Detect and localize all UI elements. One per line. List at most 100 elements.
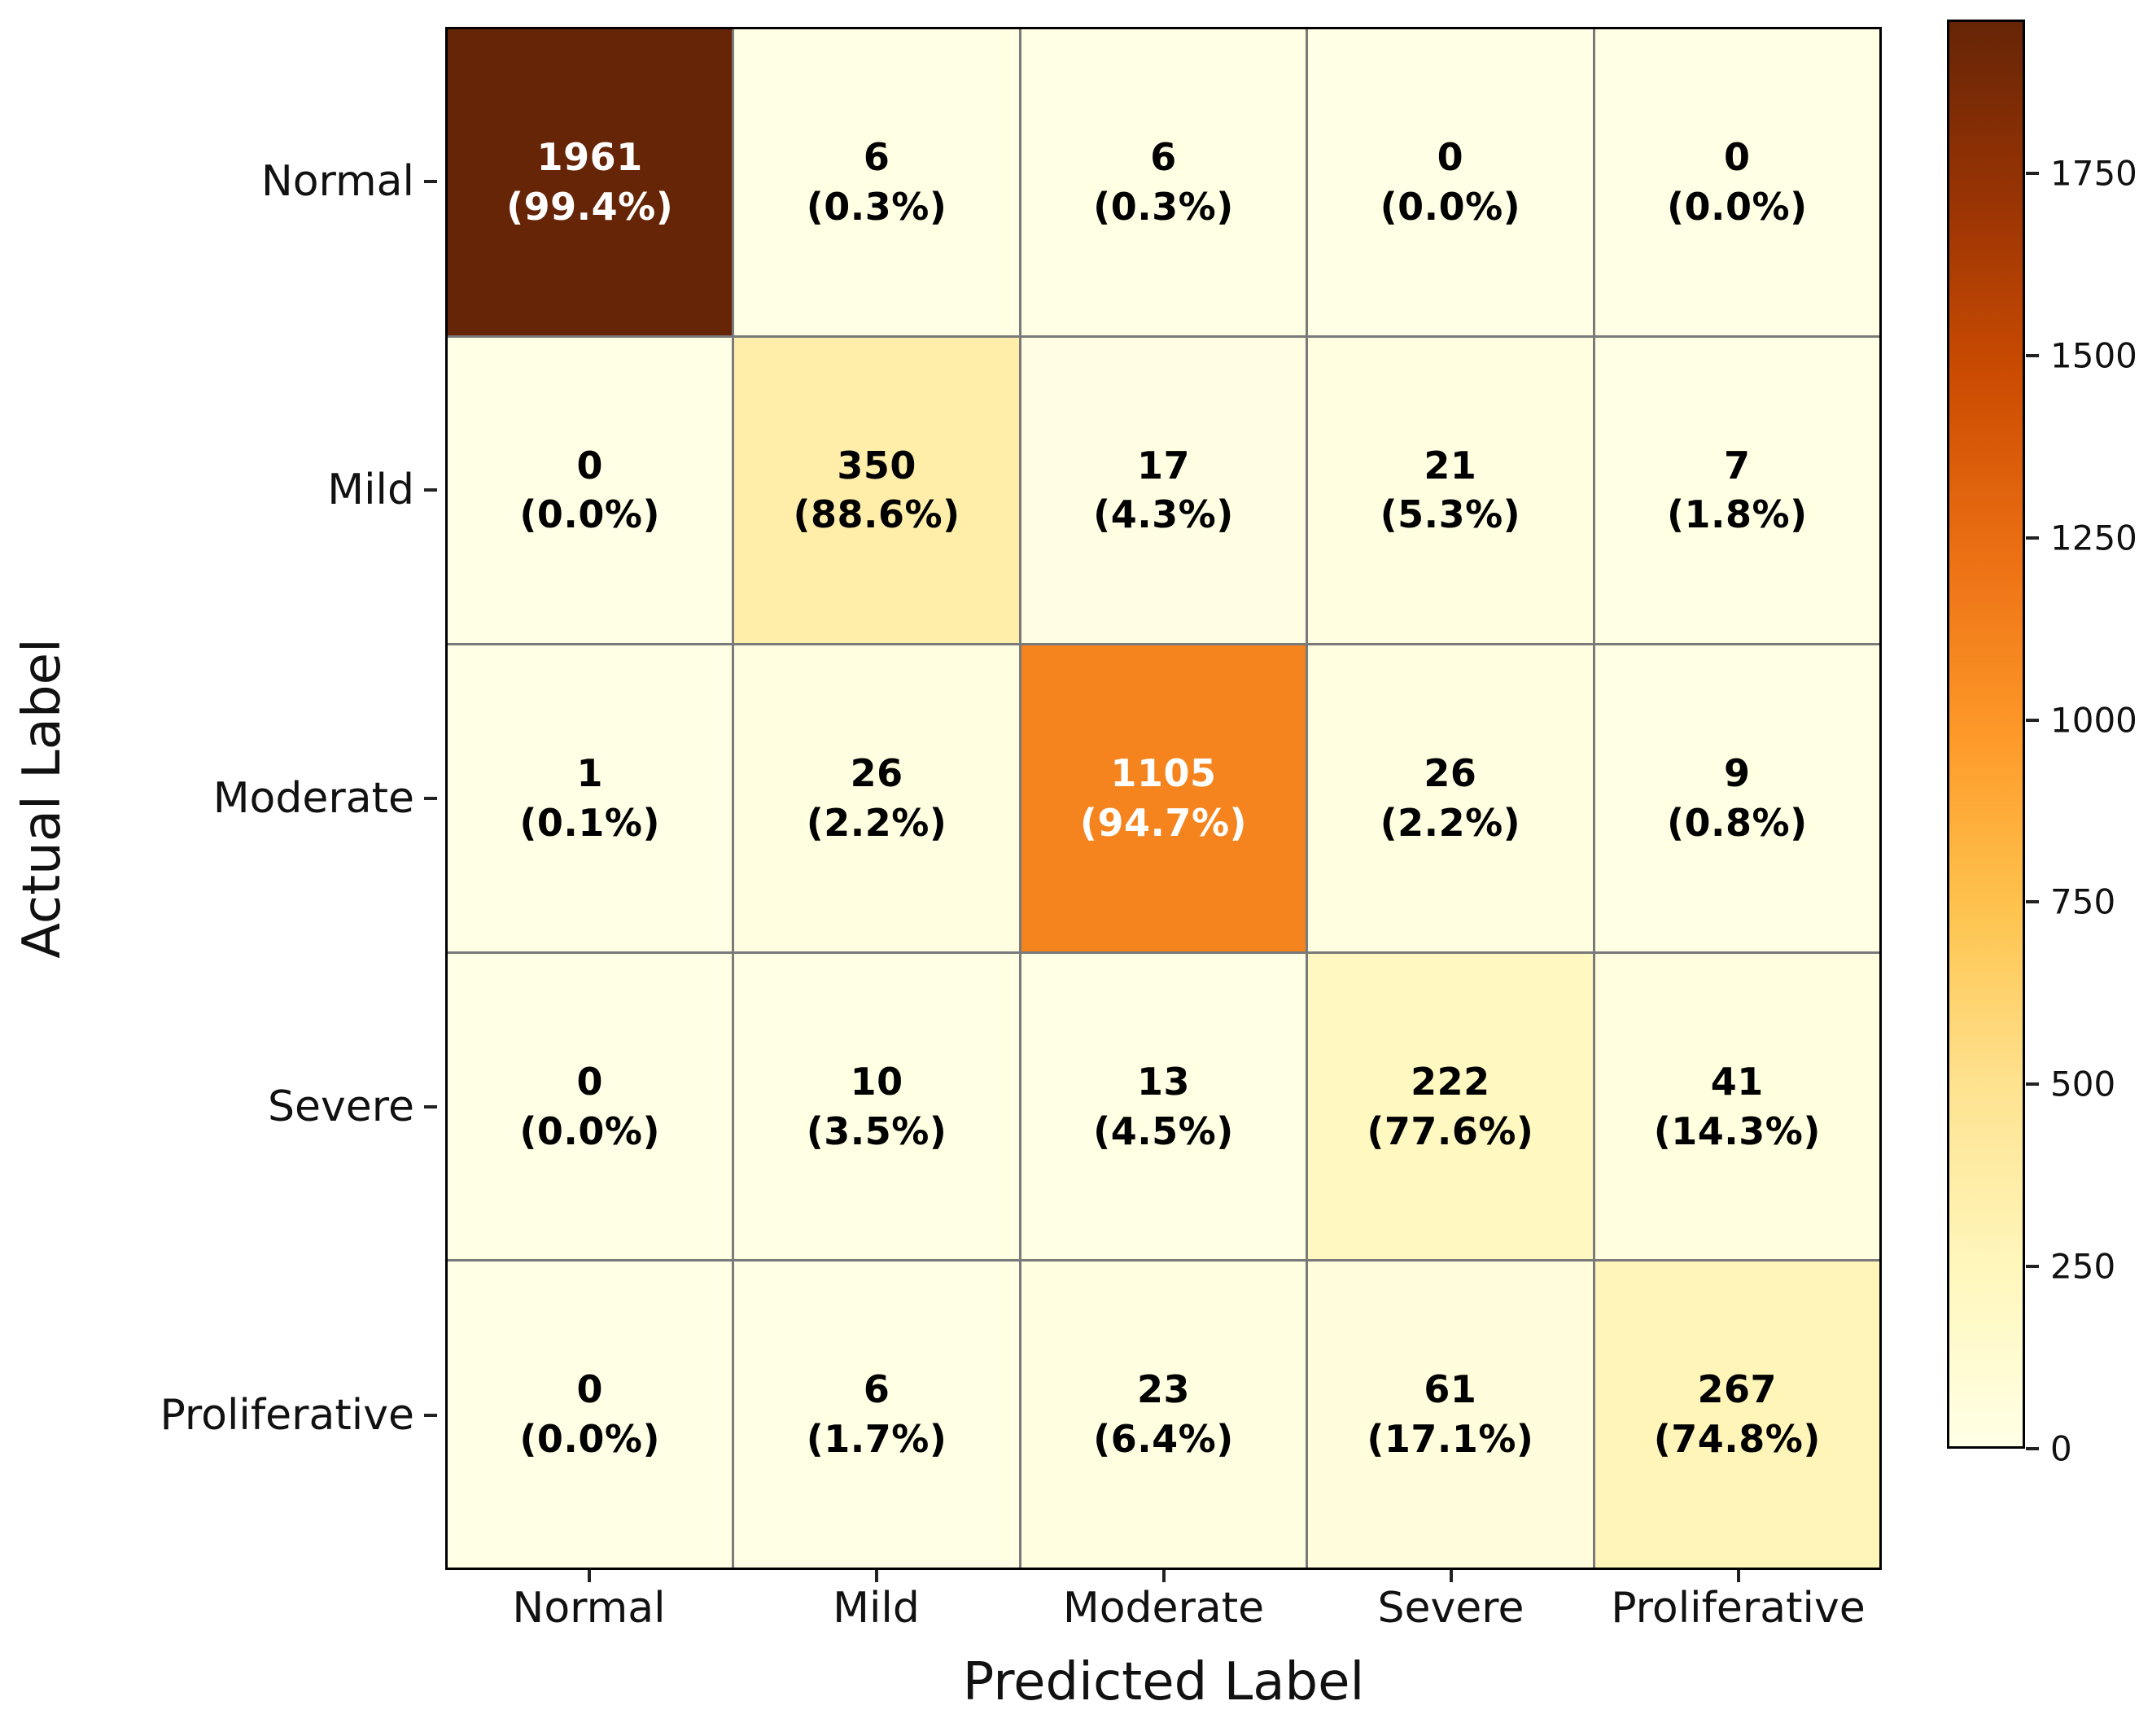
- colorbar-tick-mark: [2026, 171, 2039, 175]
- cell-percent: (0.0%): [519, 1109, 660, 1153]
- cell-count: 1: [576, 751, 603, 796]
- cell-percent: (1.8%): [1666, 492, 1808, 537]
- matrix-cell: 26 (2.2%): [734, 645, 1019, 951]
- matrix-cell: 6 (0.3%): [1021, 29, 1306, 335]
- x-tick-label: Normal: [445, 1570, 733, 1641]
- x-tick-mark: [587, 1570, 591, 1582]
- cell-count: 6: [863, 1367, 890, 1412]
- matrix-cell: 17 (4.3%): [1021, 337, 1306, 644]
- colorbar-tick-value: 1000: [2050, 700, 2137, 741]
- x-tick-labels: Normal Mild Moderate Severe Proliferative: [445, 1570, 1882, 1641]
- cell-percent: (2.2%): [1380, 800, 1521, 845]
- colorbar-tick-mark: [2026, 536, 2039, 540]
- cell-count: 0: [576, 1059, 603, 1104]
- x-tick-mark: [1161, 1570, 1166, 1582]
- colorbar-tick-value: 250: [2050, 1246, 2116, 1287]
- cell-percent: (0.1%): [519, 800, 660, 845]
- cell-count: 6: [1150, 135, 1177, 180]
- cell-count: 21: [1424, 443, 1477, 488]
- cell-percent: (1.7%): [806, 1417, 947, 1462]
- y-tick-mark: [424, 488, 437, 492]
- cell-percent: (0.3%): [806, 184, 947, 229]
- x-tick-mark: [1449, 1570, 1453, 1582]
- y-tick-labels: Normal Mild Moderate Severe Proliferative: [0, 27, 437, 1570]
- matrix-cell: 13 (4.5%): [1021, 953, 1306, 1260]
- colorbar-tick-value: 500: [2050, 1064, 2116, 1104]
- x-axis-title: Predicted Label: [962, 1652, 1365, 1712]
- y-tick-mark: [424, 179, 437, 183]
- cell-count: 6: [863, 135, 890, 180]
- colorbar-tick-labels: 0 250 500 750 1000 1250 1500 1750: [2026, 20, 2139, 1469]
- cell-count: 0: [1437, 135, 1464, 180]
- matrix-cell: 0 (0.0%): [448, 953, 733, 1260]
- matrix-cell: 10 (3.5%): [734, 953, 1019, 1260]
- colorbar: [1947, 20, 2025, 1449]
- cell-percent: (0.0%): [1380, 184, 1521, 229]
- x-tick-label: Severe: [1307, 1570, 1594, 1641]
- matrix-cell: 1961 (99.4%): [448, 29, 733, 335]
- cell-percent: (0.3%): [1093, 184, 1234, 229]
- cell-count: 9: [1724, 751, 1751, 796]
- cell-count: 26: [850, 751, 903, 796]
- heatmap-grid: 1961 (99.4%) 6 (0.3%) 6 (0.3%) 0 (0.0%) 0 (0.0%) 0…: [445, 27, 1882, 1570]
- matrix-cell: 61 (17.1%): [1308, 1262, 1593, 1568]
- y-tick-mark: [424, 1105, 437, 1109]
- cell-percent: (74.8%): [1653, 1417, 1821, 1462]
- cell-percent: (14.3%): [1653, 1109, 1821, 1153]
- matrix-cell: 0 (0.0%): [1308, 29, 1593, 335]
- cell-count: 1105: [1110, 751, 1217, 796]
- matrix-cell: 0 (0.0%): [448, 1262, 733, 1568]
- matrix-cell: 350 (88.6%): [734, 337, 1019, 644]
- colorbar-tick-mark: [2026, 353, 2039, 357]
- matrix-cell: 41 (14.3%): [1594, 953, 1879, 1260]
- cell-count: 61: [1424, 1367, 1477, 1412]
- cell-count: 13: [1136, 1059, 1190, 1104]
- cell-percent: (3.5%): [806, 1109, 947, 1153]
- y-tick-label: Severe: [0, 953, 437, 1262]
- cell-percent: (94.7%): [1079, 800, 1248, 845]
- x-tick-mark: [874, 1570, 878, 1582]
- cell-count: 7: [1724, 443, 1751, 488]
- cell-percent: (2.2%): [806, 800, 947, 845]
- cell-count: 17: [1136, 443, 1190, 488]
- y-tick-label: Mild: [0, 335, 437, 644]
- colorbar-tick-mark: [2026, 900, 2039, 904]
- colorbar-tick-mark: [2026, 718, 2039, 722]
- cell-percent: (0.0%): [519, 492, 660, 537]
- cell-count: 23: [1136, 1367, 1190, 1412]
- cell-percent: (99.4%): [506, 184, 674, 229]
- cell-count: 0: [1724, 135, 1751, 180]
- cell-percent: (4.5%): [1093, 1109, 1234, 1153]
- colorbar-tick-value: 1750: [2050, 153, 2137, 194]
- matrix-cell: 0 (0.0%): [448, 337, 733, 644]
- cell-percent: (0.0%): [1666, 184, 1808, 229]
- cell-count: 1961: [536, 135, 643, 180]
- y-tick-label: Proliferative: [0, 1262, 437, 1570]
- matrix-cell: 6 (0.3%): [734, 29, 1019, 335]
- cell-count: 0: [576, 1367, 603, 1412]
- cell-percent: (0.0%): [519, 1417, 660, 1462]
- cell-percent: (5.3%): [1380, 492, 1521, 537]
- cell-count: 10: [850, 1059, 903, 1104]
- matrix-cell: 9 (0.8%): [1594, 645, 1879, 951]
- colorbar-tick-value: 0: [2050, 1428, 2072, 1469]
- y-tick-label: Normal: [0, 27, 437, 335]
- matrix-cell: 0 (0.0%): [1594, 29, 1879, 335]
- colorbar-tick-mark: [2026, 1265, 2039, 1269]
- x-tick-label: Mild: [733, 1570, 1020, 1641]
- cell-percent: (4.3%): [1093, 492, 1234, 537]
- cell-percent: (88.6%): [793, 492, 960, 537]
- y-tick-label: Moderate: [0, 644, 437, 952]
- colorbar-tick-value: 1500: [2050, 335, 2137, 376]
- cell-percent: (17.1%): [1367, 1417, 1534, 1462]
- matrix-cell: 7 (1.8%): [1594, 337, 1879, 644]
- colorbar-tick-mark: [2026, 1082, 2039, 1087]
- matrix-cell: 26 (2.2%): [1308, 645, 1593, 951]
- colorbar-tick-mark: [2026, 1447, 2039, 1450]
- cell-percent: (0.8%): [1666, 800, 1808, 845]
- cell-percent: (77.6%): [1367, 1109, 1534, 1153]
- x-tick-mark: [1736, 1570, 1740, 1582]
- matrix-cell: 23 (6.4%): [1021, 1262, 1306, 1568]
- cell-count: 267: [1697, 1367, 1778, 1412]
